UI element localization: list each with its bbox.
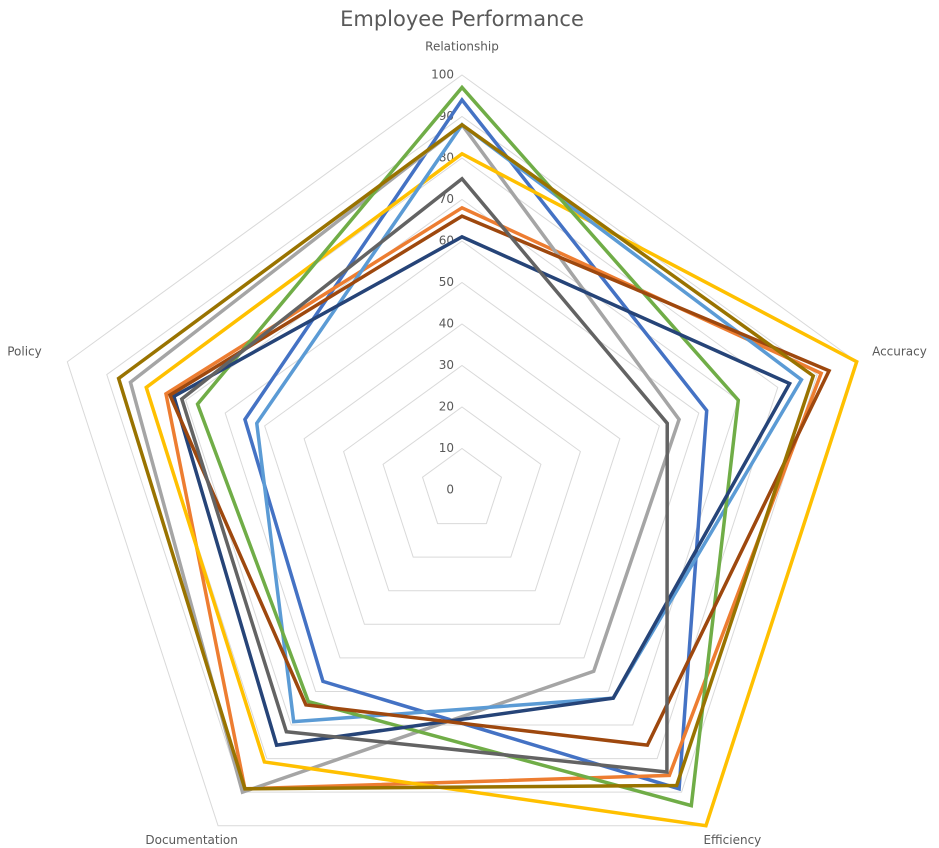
chart-title: Employee Performance <box>340 7 584 31</box>
series-line <box>116 122 816 791</box>
category-label: Relationship <box>425 40 499 54</box>
grid-ring <box>264 281 660 659</box>
tick-label: 10 <box>439 441 454 455</box>
tick-label: 30 <box>439 358 454 372</box>
tick-label: 0 <box>446 483 454 497</box>
series-line <box>164 205 824 791</box>
category-label: Documentation <box>145 833 238 847</box>
series-line <box>179 176 669 774</box>
series-line <box>243 96 709 792</box>
grid-ring <box>303 323 621 625</box>
tick-label: 40 <box>439 317 454 331</box>
grid-ring <box>421 447 503 525</box>
series-line <box>195 84 741 808</box>
tick-label: 50 <box>439 275 454 289</box>
grid-ring <box>66 74 858 827</box>
category-label: Efficiency <box>703 833 761 847</box>
series-line <box>144 151 859 828</box>
grid-ring <box>224 240 700 692</box>
grid-ring <box>185 198 739 726</box>
series-line <box>254 122 804 724</box>
category-label: Accuracy <box>872 345 927 359</box>
tick-label: 100 <box>431 68 454 82</box>
grid-ring <box>382 406 542 558</box>
grid-ring <box>343 364 581 592</box>
tick-label: 20 <box>439 400 454 414</box>
category-label: Policy <box>7 345 42 359</box>
